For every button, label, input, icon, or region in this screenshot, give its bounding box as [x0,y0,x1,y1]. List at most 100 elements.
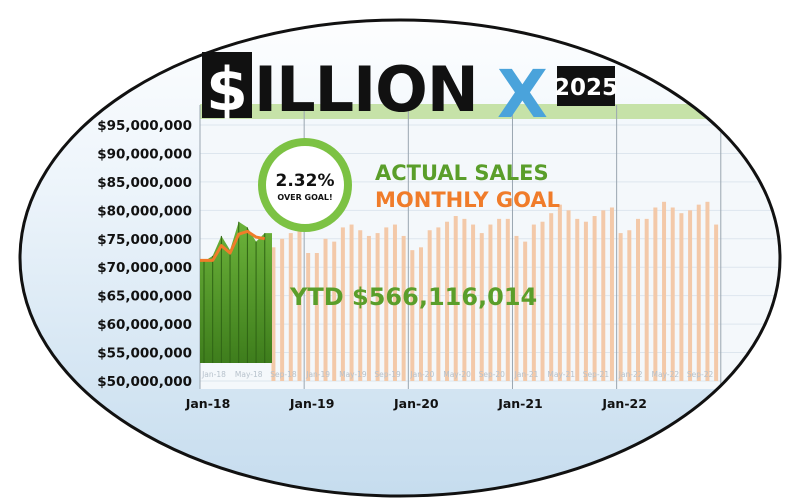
projection-bar [688,210,693,381]
projection-bar [592,216,597,381]
x-minor-tick-label: Jan-22 [618,370,643,379]
x-minor-tick-label: Sep-18 [270,370,297,379]
projection-bar [618,233,623,381]
projection-bar [644,218,649,381]
actual-sales-area [200,221,272,363]
projection-bar [488,224,493,381]
over-goal-badge: 2.32% OVER GOAL! [258,138,352,232]
y-tick-label: $55,000,000 [97,346,192,362]
projection-bar [479,233,484,381]
projection-bar [280,238,285,381]
x-minor-tick-label: Jan-20 [409,370,434,379]
y-tick-label: $90,000,000 [97,146,192,162]
projection-bar [358,230,363,381]
x-minor-tick-label: Sep-20 [479,370,506,379]
ytd-total: YTD $566,116,014 [289,283,537,311]
projection-bar [601,210,606,381]
projection-bar [505,218,510,381]
x-tick-label: Jan-22 [601,396,647,411]
legend-actual-sales: ACTUAL SALES [375,161,549,185]
projection-bar [609,207,614,381]
monthly-goal-line [200,229,266,262]
projection-bar [514,235,519,381]
projection-bar [445,221,450,381]
x-minor-tick-label: Jan-18 [201,370,226,379]
projection-bar [497,218,502,381]
x-minor-tick-label: May-20 [443,370,471,379]
y-tick-label: $65,000,000 [97,289,192,305]
projection-bar [288,233,293,381]
projection-bar [549,213,554,381]
projection-bar [662,201,667,381]
projection-bar [679,213,684,381]
projection-bar [462,218,467,381]
y-tick-label: $75,000,000 [97,232,192,248]
projection-bar [401,235,406,381]
projection-bar [636,218,640,381]
projection-bar [366,235,371,381]
logo-dollar-sign: $ [206,55,248,125]
x-minor-tick-label: May-22 [652,370,680,379]
logo-year-box [557,66,615,106]
projection-bar [332,241,337,381]
x-minor-tick-label: May-18 [235,370,263,379]
y-tick-label: $60,000,000 [97,317,192,333]
y-tick-label: $80,000,000 [97,203,192,219]
x-minor-tick-label: Sep-22 [687,370,714,379]
x-axis: Jan-18 Jan-19 Jan-20 Jan-21 Jan-22 [185,396,647,411]
legend-monthly-goal: MONTHLY GOAL [375,188,560,212]
projection-bar [653,207,658,381]
x-tick-label: Jan-21 [497,396,543,411]
projection-bar [670,207,675,381]
projection-bar [427,230,432,381]
badge-ring [258,138,352,232]
x-tick-label: Jan-18 [185,396,231,411]
projection-bar [392,224,397,381]
x-minor-tick-label: Sep-21 [583,370,610,379]
projection-bar [375,233,380,381]
projection-bar [471,224,476,381]
projection-bar [453,216,458,381]
x-minor-tick-label: Jan-19 [305,370,330,379]
y-tick-label: $95,000,000 [97,118,192,134]
projection-bar [575,218,580,381]
logo-year: 2025 [554,75,618,101]
projection-bar [531,224,536,381]
badge-percent: 2.32% [276,171,335,191]
projection-bar [314,253,319,381]
y-tick-label: $85,000,000 [97,175,192,191]
projection-bar [384,227,389,381]
x-minor-tick-label: May-19 [339,370,367,379]
projection-bar [714,224,719,381]
y-tick-label: $50,000,000 [97,374,192,390]
projection-bar [566,210,571,381]
projection-bar [419,247,423,381]
projection-bar [271,247,276,381]
projection-bar [410,250,415,381]
x-minor-tick-label: May-21 [547,370,575,379]
badge-subtitle: OVER GOAL! [277,193,332,202]
projection-bar [540,221,545,381]
y-axis: $95,000,000 $90,000,000 $85,000,000 $80,000… [97,118,192,390]
projection-bar [523,241,528,381]
x-minor-tick-label: Jan-21 [514,370,539,379]
projection-bar [340,227,345,381]
projection-bar [627,230,632,381]
projection-bar [696,204,701,381]
projection-bar [557,204,562,381]
oval-border [18,18,782,498]
logo-word: ILLION [254,53,478,126]
plot-area: Jan-18 May-18 Sep-18 Jan-19 May-19 Sep-19 Jan-… [199,105,780,389]
x-tick-label: Jan-20 [393,396,439,411]
logo-stripe [200,104,780,119]
projection-bar [705,201,710,381]
x-minor-tick-label: Sep-19 [374,370,401,379]
projection-bar [349,224,354,381]
logo-x-letter: X [497,56,548,133]
projection-bar [323,238,328,381]
y-tick-label: $70,000,000 [97,260,192,276]
projection-bar [436,227,441,381]
billionx-logo: $ ILLION X 2025 [202,52,618,133]
x-tick-label: Jan-19 [289,396,335,411]
